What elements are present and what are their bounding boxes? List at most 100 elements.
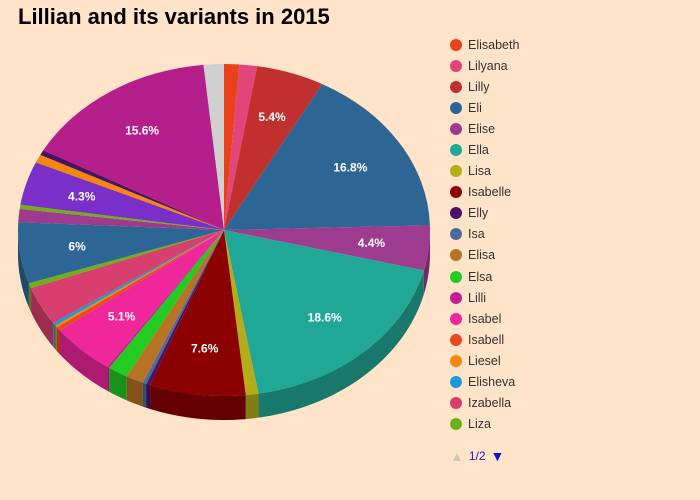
legend-item-isabell[interactable]: Isabell [450,329,519,350]
legend-label: Isabelle [468,185,512,200]
pie-slice-unnamed-26[interactable] [203,64,224,230]
legend-prev-page-icon[interactable]: ▲ [450,448,464,464]
legend-label: Elisabeth [468,37,520,52]
legend-item-elise[interactable]: Elise [450,118,519,139]
legend-label: Elsa [468,269,493,284]
legend-item-lilli[interactable]: Lilli [450,287,519,308]
legend-item-ella[interactable]: Ella [450,139,519,160]
pie-slice-isabelle-7[interactable] [150,230,246,396]
legend-label: Lilyana [468,58,508,73]
legend-swatch [450,80,462,93]
pie-slice-elise-4[interactable] [224,225,431,271]
pie-slice-eli-3[interactable] [224,84,430,230]
pie-side-liza-18 [28,283,32,313]
legend-swatch [450,354,462,367]
legend-swatch [450,101,462,114]
legend-label: Elisa [468,248,496,263]
legend-pagination: ▲ 1/2 ▼ [450,448,504,464]
pie-side-isabell-14 [56,327,61,355]
pie-slice-lilly-2[interactable] [224,66,323,230]
pie-slice-lisa-6[interactable] [224,230,259,396]
legend: Elisabeth Lilyana Lilly Eli Elise Ella Lisa Isa… [450,34,519,435]
pie-slice-elsa-11[interactable] [109,230,224,377]
legend-item-liesel[interactable]: Liesel [450,350,519,371]
legend-item-lilyana[interactable]: Lilyana [450,55,519,76]
pie-slice-izabella-17[interactable] [31,230,224,323]
legend-item-isabelle[interactable]: Isabelle [450,182,519,203]
legend-swatch [450,376,462,389]
legend-swatch [450,122,462,135]
pie-side-unnamed-19 [18,230,29,308]
pie-slice-liesel-15[interactable] [55,230,225,328]
legend-item-lilly[interactable]: Lilly [450,76,519,97]
legend-swatch [450,333,462,346]
legend-item-isabel[interactable]: Isabel [450,308,519,329]
legend-swatch [450,186,462,199]
pie-slice-unnamed-25[interactable] [43,64,224,230]
legend-label: Elisheva [468,375,516,390]
legend-label: Isabel [468,311,502,326]
pie-slice-ella-5[interactable] [224,230,424,394]
pie-slice-unnamed-20[interactable] [18,208,224,230]
pie-label-isabelle-7: 7.6% [191,342,219,356]
pie-slice-unnamed-22[interactable] [20,162,224,230]
pie-side-izabella-17 [31,288,54,347]
legend-item-eli[interactable]: Eli [450,97,519,118]
legend-item-isa[interactable]: Isa [450,224,519,245]
pie-slice-lilyana-1[interactable] [224,64,258,231]
pie-side-elisa-10 [126,376,143,407]
pie-side-elise-4 [423,230,430,295]
pie-slice-isabel-13[interactable] [60,230,224,367]
legend-label: Lilly [468,79,490,94]
pie-side-liesel-15 [55,325,57,352]
pie-slice-liza-18[interactable] [28,230,224,289]
pie-side-lilli-12 [107,366,110,392]
legend-item-elisabeth[interactable]: Elisabeth [450,34,519,55]
pie-slice-elly-8[interactable] [146,230,225,385]
legend-label: Isabell [468,332,505,347]
pie-label-lilly-2: 5.4% [258,110,286,124]
legend-item-lisa[interactable]: Lisa [450,161,519,182]
pie-label-unnamed-22: 4.3% [68,189,96,203]
pie-slice-elisa-10[interactable] [126,230,224,383]
pie-slice-isabell-14[interactable] [56,230,224,331]
pie-label-eli-3: 16.8% [333,161,367,175]
legend-item-elisa[interactable]: Elisa [450,245,519,266]
pie-slice-elisabeth-0[interactable] [224,64,240,230]
legend-next-page-icon[interactable]: ▼ [490,448,505,464]
legend-swatch [450,270,462,283]
chart-title: Lillian and its variants in 2015 [18,4,330,29]
pie-side-elisheva-16 [53,322,56,350]
legend-item-elly[interactable]: Elly [450,203,519,224]
legend-label: Eli [468,100,482,115]
legend-item-elisheva[interactable]: Elisheva [450,372,519,393]
legend-label: Elly [468,206,489,221]
legend-label: Lilli [468,290,487,305]
pie-slice-lilli-12[interactable] [107,230,224,368]
legend-swatch [450,144,462,157]
legend-item-liza[interactable]: Liza [450,414,519,435]
pie-slice-elisheva-16[interactable] [53,230,224,326]
pie-label-unnamed-25: 15.6% [125,123,159,137]
pie-slice-unnamed-19[interactable] [17,222,224,284]
legend-swatch [450,397,462,410]
pie-slice-unnamed-21[interactable] [19,204,225,230]
legend-item-elsa[interactable]: Elsa [450,266,519,287]
pie-slice-unnamed-24[interactable] [40,150,225,230]
legend-page-indicator: 1/2 [468,449,486,463]
pie-label-elise-4: 4.4% [358,236,386,250]
pie-side-ella-5 [258,270,424,418]
legend-label: Elise [468,121,496,136]
legend-swatch [450,165,462,178]
pie-side-elly-8 [146,383,151,409]
pie-slice-unnamed-23[interactable] [35,154,225,230]
legend-item-izabella[interactable]: Izabella [450,393,519,414]
legend-label: Izabella [468,396,512,411]
legend-label: Lisa [468,164,491,179]
legend-swatch [450,38,462,51]
pie-side-elsa-11 [109,367,127,401]
legend-swatch [450,312,462,325]
legend-label: Liesel [468,353,501,368]
pie-slice-isa-9[interactable] [142,230,224,384]
pie-side-isabel-13 [60,330,108,391]
